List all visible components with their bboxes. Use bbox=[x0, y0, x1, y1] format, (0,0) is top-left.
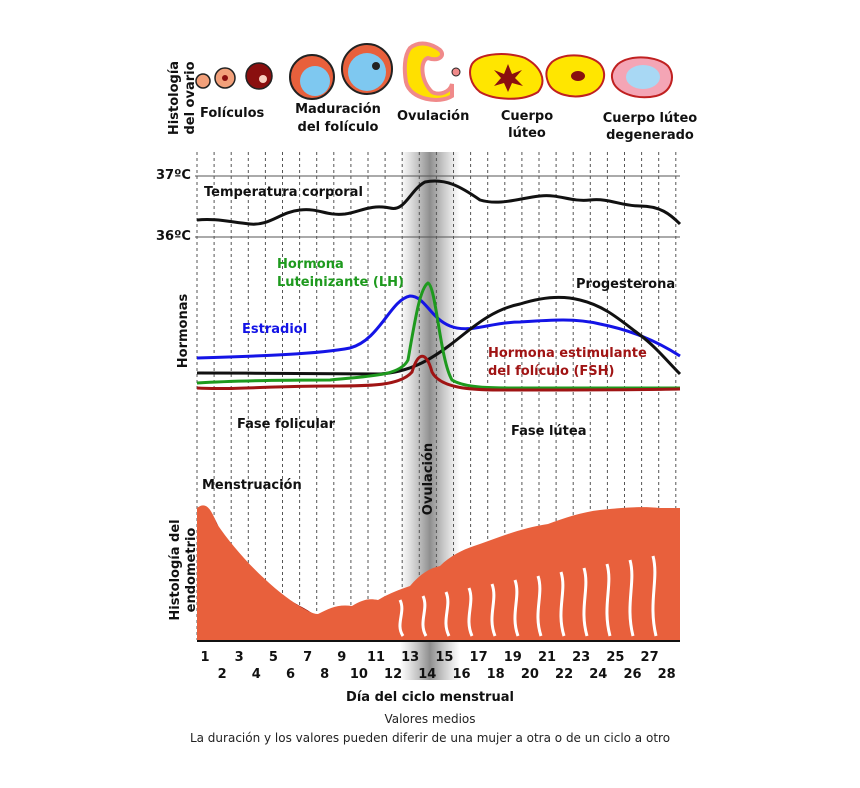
ovulation-band-label: Ovulación bbox=[421, 442, 436, 516]
corpus-luteum-core-icon bbox=[494, 64, 523, 92]
stage-label-degenerate: Cuerpo lúteo degenerado bbox=[602, 111, 698, 143]
x-axis-title: Día del ciclo menstrual bbox=[346, 690, 514, 705]
endometrium-gland bbox=[651, 555, 658, 637]
day-label: 4 bbox=[251, 667, 261, 682]
day-label: 15 bbox=[435, 650, 454, 665]
day-label: 8 bbox=[320, 667, 330, 682]
corpus-luteum-center-icon bbox=[571, 71, 585, 81]
endometrium-gland bbox=[582, 567, 589, 637]
day-label: 18 bbox=[486, 667, 505, 682]
luteal-phase-label: Fase lútea bbox=[511, 424, 587, 439]
day-label: 2 bbox=[217, 667, 227, 682]
progesterone-curve bbox=[196, 295, 682, 376]
ovary-section-title: Histología del ovario bbox=[167, 60, 198, 136]
stage-label-ovulation: Ovulación bbox=[397, 109, 470, 124]
day-label: 19 bbox=[503, 650, 522, 665]
day-label: 11 bbox=[366, 650, 386, 665]
day-label: 16 bbox=[452, 667, 471, 682]
day-label: 6 bbox=[285, 667, 296, 682]
day-label: 27 bbox=[640, 650, 659, 665]
follicle-small-icon bbox=[195, 73, 211, 89]
day-label: 3 bbox=[234, 650, 244, 665]
endometrium-gland bbox=[559, 571, 566, 637]
footer-line-1: Valores medios bbox=[384, 712, 476, 726]
temperature-curve bbox=[196, 179, 682, 226]
fsh-label-line1: Hormona estimulante bbox=[488, 346, 647, 361]
day-label: 7 bbox=[303, 650, 313, 665]
day-label: 9 bbox=[337, 650, 347, 665]
day-label: 20 bbox=[520, 667, 539, 682]
day-label: 13 bbox=[401, 650, 420, 665]
endometrium-gland bbox=[398, 599, 405, 637]
follicle-oocyte-icon bbox=[259, 75, 267, 83]
day-label: 24 bbox=[589, 667, 608, 682]
follicle-large-icon bbox=[245, 62, 273, 90]
day-label: 10 bbox=[349, 667, 368, 682]
day-label: 14 bbox=[418, 667, 437, 682]
mature-antrum-icon bbox=[348, 53, 386, 91]
temp-36-label: 36ºC bbox=[156, 229, 191, 244]
follicle-oocyte-icon bbox=[222, 75, 228, 81]
released-ovum-icon bbox=[451, 67, 461, 77]
fsh-label-line2: del folículo (FSH) bbox=[488, 364, 615, 379]
endometrium-gland bbox=[490, 583, 497, 637]
corpus-albicans-core-icon bbox=[626, 65, 660, 89]
endometrium-gland bbox=[467, 587, 474, 637]
lh-curve bbox=[196, 281, 680, 390]
stage-label-follicles: Folículos bbox=[200, 106, 265, 121]
day-label: 25 bbox=[606, 650, 625, 665]
day-label: 26 bbox=[623, 667, 642, 682]
endometrium-gland bbox=[628, 559, 635, 637]
oocyte-dot-icon bbox=[372, 62, 380, 70]
hormones-section-title: Hormonas bbox=[176, 293, 191, 369]
endometrium-gland bbox=[605, 563, 612, 637]
temperature-title: Temperatura corporal bbox=[204, 185, 363, 200]
endometrium-gland bbox=[513, 579, 520, 637]
day-label: 17 bbox=[469, 650, 488, 665]
footer-line-2: La duración y los valores pueden diferir… bbox=[189, 731, 671, 745]
endometrium-gland bbox=[444, 591, 451, 637]
ovulation-rupture-icon bbox=[402, 41, 454, 102]
endometrium-gland bbox=[536, 575, 543, 637]
follicular-phase-label: Fase folicular bbox=[237, 417, 336, 432]
stage-label-corpus-luteum: Cuerpo lúteo bbox=[500, 109, 554, 141]
fsh-curve bbox=[196, 354, 681, 392]
progesterone-label: Progesterona bbox=[576, 277, 676, 292]
follicle-antrum-icon bbox=[300, 66, 330, 96]
stage-label-maturation: Maduración del folículo bbox=[295, 102, 381, 135]
lh-label-line2: Luteinizante (LH) bbox=[277, 275, 404, 290]
menstruation-label: Menstruación bbox=[202, 478, 302, 493]
endometrium-gland bbox=[421, 595, 428, 637]
lh-label-line1: Hormona bbox=[277, 257, 344, 272]
endometrium-section-title: Histología del endometrio bbox=[168, 519, 199, 621]
day-label: 5 bbox=[268, 650, 278, 665]
day-label: 22 bbox=[555, 667, 574, 682]
endometrium-tissue bbox=[197, 505, 680, 640]
day-label: 12 bbox=[384, 667, 403, 682]
estradiol-curve bbox=[196, 294, 681, 360]
day-label: 28 bbox=[657, 667, 676, 682]
temp-37-label: 37ºC bbox=[156, 168, 191, 183]
day-label: 21 bbox=[537, 650, 557, 665]
estradiol-label: Estradiol bbox=[242, 322, 308, 337]
day-label: 23 bbox=[572, 650, 591, 665]
day-label: 1 bbox=[200, 650, 210, 665]
